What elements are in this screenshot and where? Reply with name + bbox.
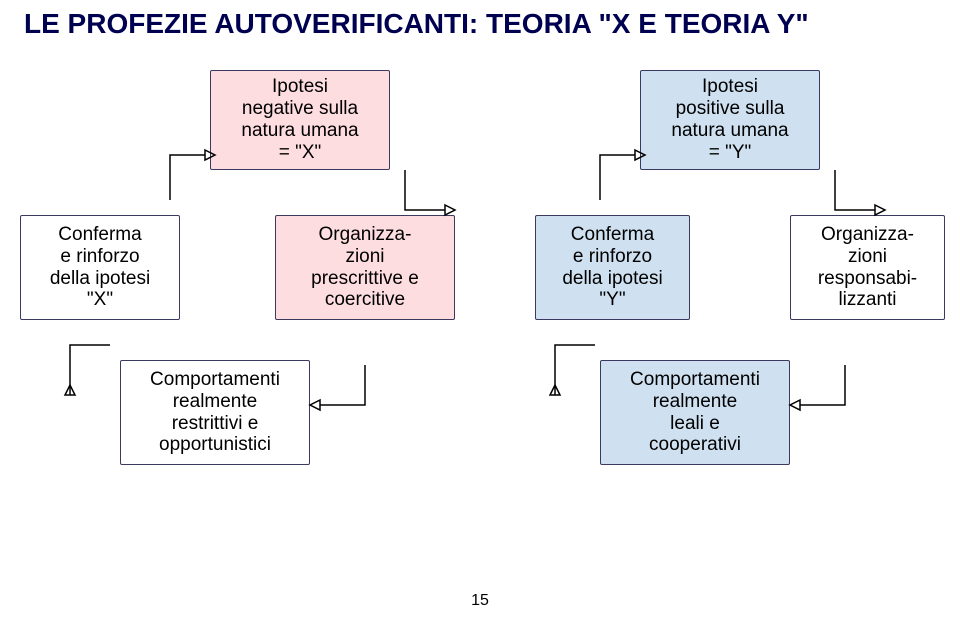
box-conferma-x: Confermae rinforzodella ipotesi"X" (20, 215, 180, 320)
page-title: LE PROFEZIE AUTOVERIFICANTI: TEORIA "X E… (0, 8, 960, 40)
box-comport-x: Comportamentirealmenterestrittivi eoppor… (120, 360, 310, 465)
arrow-ipY-to-orgY (825, 170, 905, 260)
box-ipotesi-x: Ipotesinegative sullanatura umana= "X" (210, 70, 390, 170)
arrow-orgX-to-compX (310, 350, 390, 440)
arrow-ipX-to-orgX (395, 170, 475, 260)
box-conferma-y: Confermae rinforzodella ipotesi"Y" (535, 215, 690, 320)
box-comport-y: Comportamentirealmenteleali ecooperativi (600, 360, 790, 465)
page-number: 15 (0, 592, 960, 610)
arrow-compY-to-confY (545, 325, 625, 415)
arrow-confX-to-ipX (150, 140, 230, 230)
box-ipotesi-y: Ipotesipositive sullanatura umana= "Y" (640, 70, 820, 170)
arrow-orgY-to-compY (790, 350, 870, 440)
arrow-confY-to-ipY (580, 140, 660, 230)
arrow-compX-to-confX (60, 325, 140, 415)
